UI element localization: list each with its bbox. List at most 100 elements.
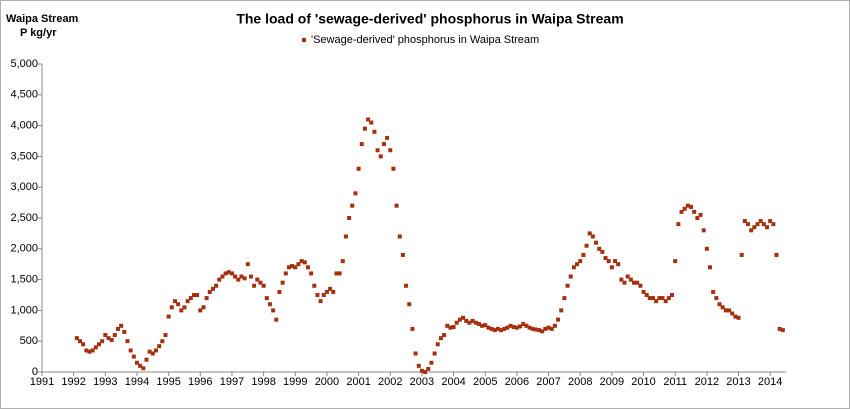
- point: [502, 326, 507, 331]
- point: [758, 219, 763, 224]
- point: [315, 293, 320, 297]
- y-axis-label: Waipa Stream: [6, 13, 79, 25]
- point: [229, 271, 234, 276]
- point: [400, 252, 405, 257]
- point: [397, 234, 402, 239]
- point: [248, 274, 253, 279]
- point: [432, 351, 437, 356]
- point: [571, 265, 576, 270]
- point: [359, 142, 364, 147]
- point: [324, 289, 329, 294]
- point: [562, 296, 567, 301]
- point: [584, 243, 589, 248]
- point: [84, 348, 89, 353]
- point: [347, 216, 352, 220]
- x-tick-label: 1991: [30, 376, 54, 388]
- point: [492, 328, 497, 333]
- point: [714, 296, 719, 301]
- point: [442, 333, 447, 338]
- x-tick-label: 2010: [631, 376, 655, 388]
- point: [590, 234, 595, 239]
- point: [619, 277, 624, 282]
- y-tick-label: 2,500: [10, 212, 38, 224]
- point: [698, 212, 703, 217]
- chart-title: The load of 'sewage-derived' phosphorus …: [236, 11, 623, 27]
- point: [543, 326, 548, 331]
- y-tick-label: 5,000: [10, 58, 38, 70]
- point: [93, 345, 98, 350]
- point: [372, 129, 377, 134]
- point: [578, 259, 583, 264]
- point: [141, 366, 146, 371]
- point: [761, 222, 766, 227]
- point: [733, 314, 738, 319]
- y-tick-label: 4,500: [10, 89, 38, 101]
- point: [264, 296, 269, 301]
- point: [201, 305, 206, 310]
- point: [701, 228, 706, 233]
- point: [657, 296, 662, 301]
- point: [641, 289, 646, 294]
- point: [312, 283, 317, 288]
- point: [391, 166, 396, 171]
- point: [366, 117, 371, 122]
- point: [144, 357, 149, 362]
- point: [448, 325, 453, 330]
- point: [689, 204, 694, 209]
- point: [454, 320, 459, 325]
- point: [233, 274, 238, 279]
- point: [533, 327, 538, 332]
- point: [74, 336, 79, 341]
- point: [622, 280, 627, 285]
- point: [736, 315, 741, 320]
- legend-label: 'Sewage-derived' phosphorus in Waipa Str…: [311, 34, 539, 46]
- point: [467, 320, 472, 325]
- point: [343, 234, 348, 239]
- point: [157, 344, 162, 349]
- point: [426, 366, 431, 371]
- x-tick-label: 2014: [758, 376, 782, 388]
- point: [445, 323, 450, 328]
- point: [299, 259, 304, 264]
- point: [242, 276, 247, 281]
- point: [150, 351, 155, 356]
- point: [214, 283, 219, 288]
- x-tick-label: 1992: [61, 376, 85, 388]
- point: [685, 203, 690, 208]
- point: [160, 339, 165, 344]
- point: [730, 311, 735, 316]
- point: [369, 120, 374, 125]
- x-tick-label: 2004: [441, 376, 465, 388]
- point: [438, 336, 443, 341]
- point: [673, 259, 678, 264]
- point: [651, 296, 656, 301]
- point: [112, 333, 117, 338]
- point: [109, 337, 114, 342]
- point: [600, 249, 605, 254]
- point: [473, 320, 478, 325]
- point: [179, 308, 184, 313]
- point: [226, 270, 231, 275]
- point: [524, 323, 529, 328]
- point: [81, 342, 86, 347]
- point: [239, 274, 244, 279]
- point: [191, 293, 196, 297]
- point: [540, 329, 545, 334]
- point: [470, 318, 475, 323]
- point: [451, 325, 456, 330]
- point: [128, 348, 133, 353]
- point: [676, 222, 681, 227]
- x-tick-label: 2008: [568, 376, 592, 388]
- x-tick-label: 1994: [125, 376, 149, 388]
- point: [682, 206, 687, 211]
- point: [309, 271, 314, 276]
- point: [486, 325, 491, 330]
- point: [153, 348, 158, 353]
- point: [255, 277, 260, 282]
- point: [302, 260, 307, 265]
- point: [603, 256, 608, 261]
- point: [549, 326, 554, 331]
- point: [220, 274, 225, 279]
- point: [774, 252, 779, 257]
